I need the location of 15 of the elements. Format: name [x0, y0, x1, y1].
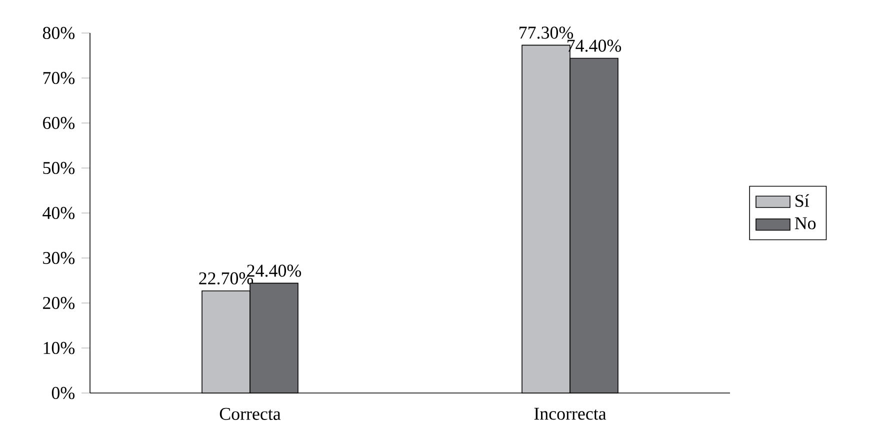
- legend-label: Sí: [796, 194, 810, 207]
- data-label: 77.30%: [520, 26, 574, 39]
- y-tick-label: 60%: [43, 116, 75, 130]
- y-tick-label: 30%: [43, 252, 75, 264]
- data-label: 74.40%: [568, 40, 622, 52]
- y-tick-label: 10%: [44, 342, 75, 354]
- y-tick-label: 0%: [52, 386, 75, 400]
- y-tick-label: 20%: [43, 296, 75, 310]
- x-tick-label: Correcta: [220, 408, 281, 420]
- legend-label: No: [794, 217, 816, 230]
- y-tick-label: 40%: [42, 206, 75, 220]
- y-tick-label: 70%: [43, 72, 75, 84]
- y-tick-label: 50%: [43, 162, 75, 174]
- y-tick-label: 80%: [42, 26, 75, 40]
- x-tick-label: Incorrecta: [534, 408, 606, 420]
